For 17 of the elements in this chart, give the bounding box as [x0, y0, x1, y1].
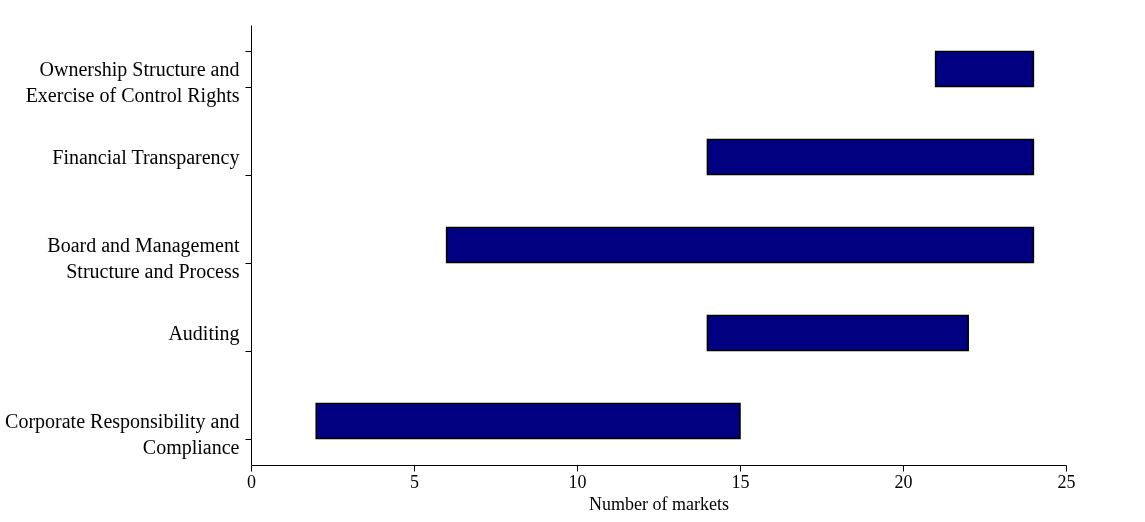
x-tick-label: 15	[731, 471, 750, 492]
bar	[706, 314, 969, 352]
y-tick-label: Financial Transparency	[52, 145, 240, 169]
bar	[934, 50, 1035, 88]
y-tick-label: Ownership Structure and Exercise of Control Rights	[25, 57, 240, 107]
bar	[315, 402, 741, 440]
x-tick-label: 25	[1057, 471, 1076, 492]
x-tick-label: 10	[568, 471, 587, 492]
bar	[445, 226, 1035, 264]
x-tick-label: 0	[247, 471, 256, 492]
y-tick-label: Auditing	[168, 321, 240, 345]
x-tick-label: 5	[410, 471, 419, 492]
y-tick-label: Board and Management Structure and Process	[47, 233, 240, 282]
bar	[706, 138, 1035, 176]
x-axis-title: Number of markets	[589, 493, 729, 514]
x-tick-label: 20	[894, 471, 913, 492]
y-tick-label: Corporate Responsibility and Compliance	[5, 409, 240, 459]
